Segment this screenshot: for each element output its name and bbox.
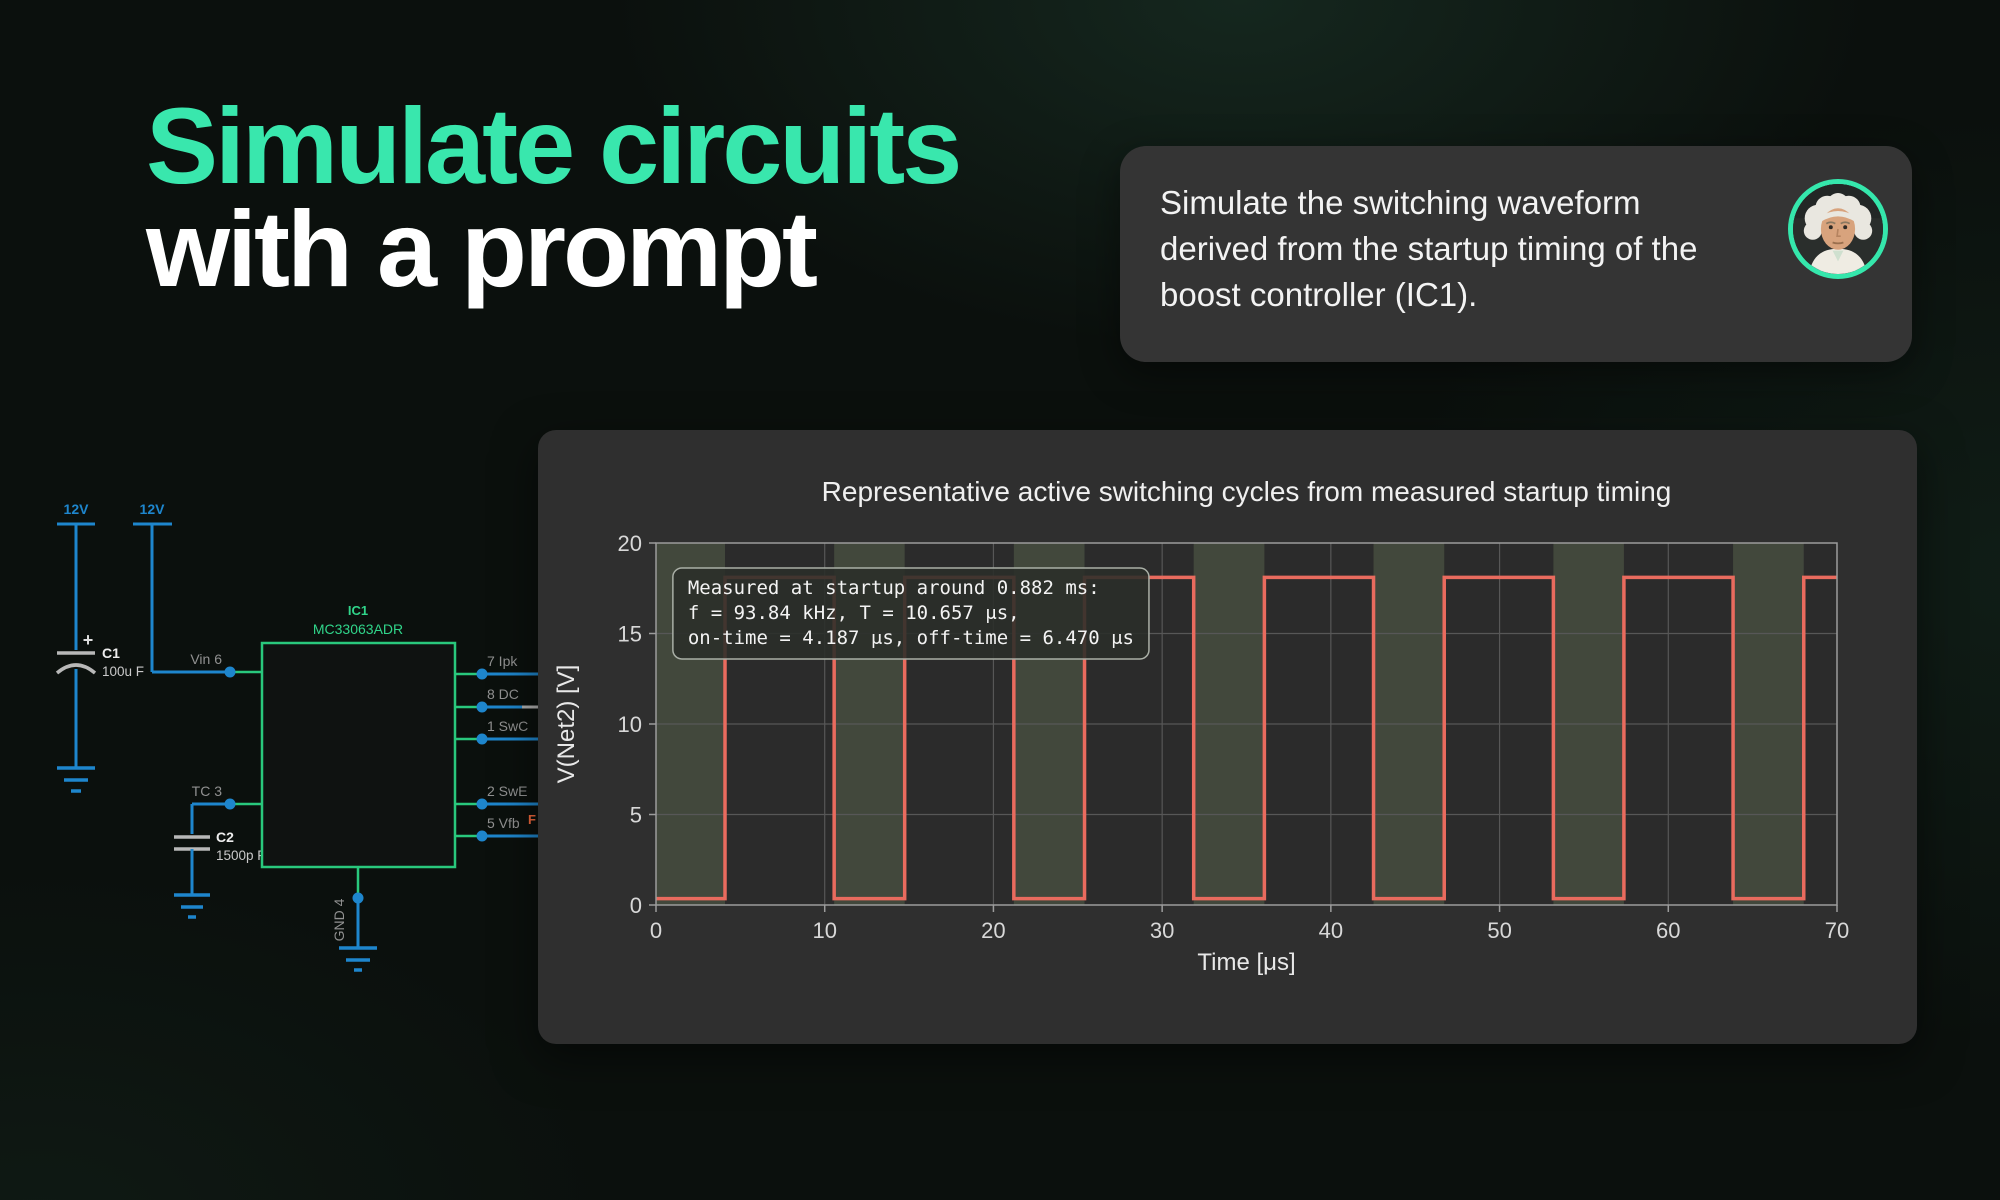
c2-ref: C2 (216, 829, 234, 845)
ground-symbol-c1 (57, 766, 95, 793)
svg-text:V(Net2) [V]: V(Net2) [V] (553, 665, 580, 784)
c1-plus-mark: + (83, 630, 94, 650)
svg-text:15: 15 (618, 622, 642, 647)
avatar (1788, 179, 1888, 279)
svg-text:40: 40 (1319, 918, 1343, 943)
svg-text:10: 10 (618, 712, 642, 737)
svg-text:5: 5 (630, 803, 642, 828)
svg-text:30: 30 (1150, 918, 1174, 943)
c1-value: 100u F (102, 664, 144, 679)
supply2-rail (133, 522, 230, 674)
pin-label-ipk: 7 Ipk (487, 653, 518, 669)
svg-text:60: 60 (1656, 918, 1680, 943)
waveform-plot: 0 10 20 30 40 50 60 70 0 5 10 15 20 Time [μs] V(Net2) … (553, 531, 1849, 976)
svg-text:Measured at startup around 0.8: Measured at startup around 0.882 ms: (688, 577, 1100, 599)
junction-dot-tc (224, 798, 236, 810)
pin-label-vin: Vin 6 (190, 651, 222, 667)
pin-label-swe: 2 SwE (487, 783, 527, 799)
svg-text:0: 0 (650, 918, 662, 943)
junction-dot-vin (224, 666, 236, 678)
ic-right-pins: 7 Ipk 8 DC 1 SwC 2 SwE 5 Vfb F (455, 653, 545, 842)
svg-text:on-time = 4.187 μs, off-time =: on-time = 4.187 μs, off-time = 6.470 μs (688, 627, 1134, 649)
pin-label-tc: TC 3 (192, 783, 223, 799)
ground-symbol-c2 (174, 893, 210, 919)
tc-wire (190, 802, 230, 834)
pin-label-dc: 8 DC (487, 686, 519, 702)
c2-value: 1500p F (216, 848, 266, 863)
ic-body (260, 641, 457, 869)
hero-title-line1: Simulate circuits (146, 85, 962, 206)
chart-title: Representative active switching cycles f… (821, 476, 1672, 507)
c1-ref: C1 (102, 645, 120, 661)
ic-ref: IC1 (348, 603, 368, 618)
pin-label-vfb: 5 Vfb (487, 815, 520, 831)
supply2-label: 12V (140, 501, 166, 517)
svg-text:20: 20 (981, 918, 1005, 943)
pin-label-gnd: GND 4 (331, 898, 347, 941)
circuit-schematic: 12V + C1 100u F 12V Vin 6 TC 3 C2 150 (55, 501, 545, 972)
chart-panel: Representative active switching cycles f… (538, 430, 1917, 1044)
svg-text:Time [μs]: Time [μs] (1197, 949, 1295, 976)
pin-label-swc: 1 SwC (487, 718, 528, 734)
ic-gnd-pin: GND 4 (331, 867, 377, 972)
svg-text:f = 93.84 kHz, T = 10.657 μs,: f = 93.84 kHz, T = 10.657 μs, (688, 602, 1020, 624)
svg-text:0: 0 (630, 893, 642, 918)
hero-title: Simulate circuits with a prompt (146, 85, 962, 309)
hero-title-line2: with a prompt (146, 188, 818, 309)
supply1-rail (57, 522, 95, 650)
capacitor-c2 (174, 835, 210, 895)
capacitor-c1: + (55, 630, 97, 768)
net-label-feedback: F (528, 812, 536, 827)
svg-text:20: 20 (618, 531, 642, 556)
avatar-illustration (1793, 184, 1883, 274)
svg-text:10: 10 (812, 918, 836, 943)
svg-text:50: 50 (1487, 918, 1511, 943)
prompt-text: Simulate the switching waveform derived … (1160, 184, 1698, 313)
ic-part-number: MC33063ADR (313, 621, 403, 637)
prompt-card: Simulate the switching waveform derived … (1120, 146, 1912, 362)
supply1-label: 12V (64, 501, 90, 517)
svg-text:70: 70 (1825, 918, 1849, 943)
